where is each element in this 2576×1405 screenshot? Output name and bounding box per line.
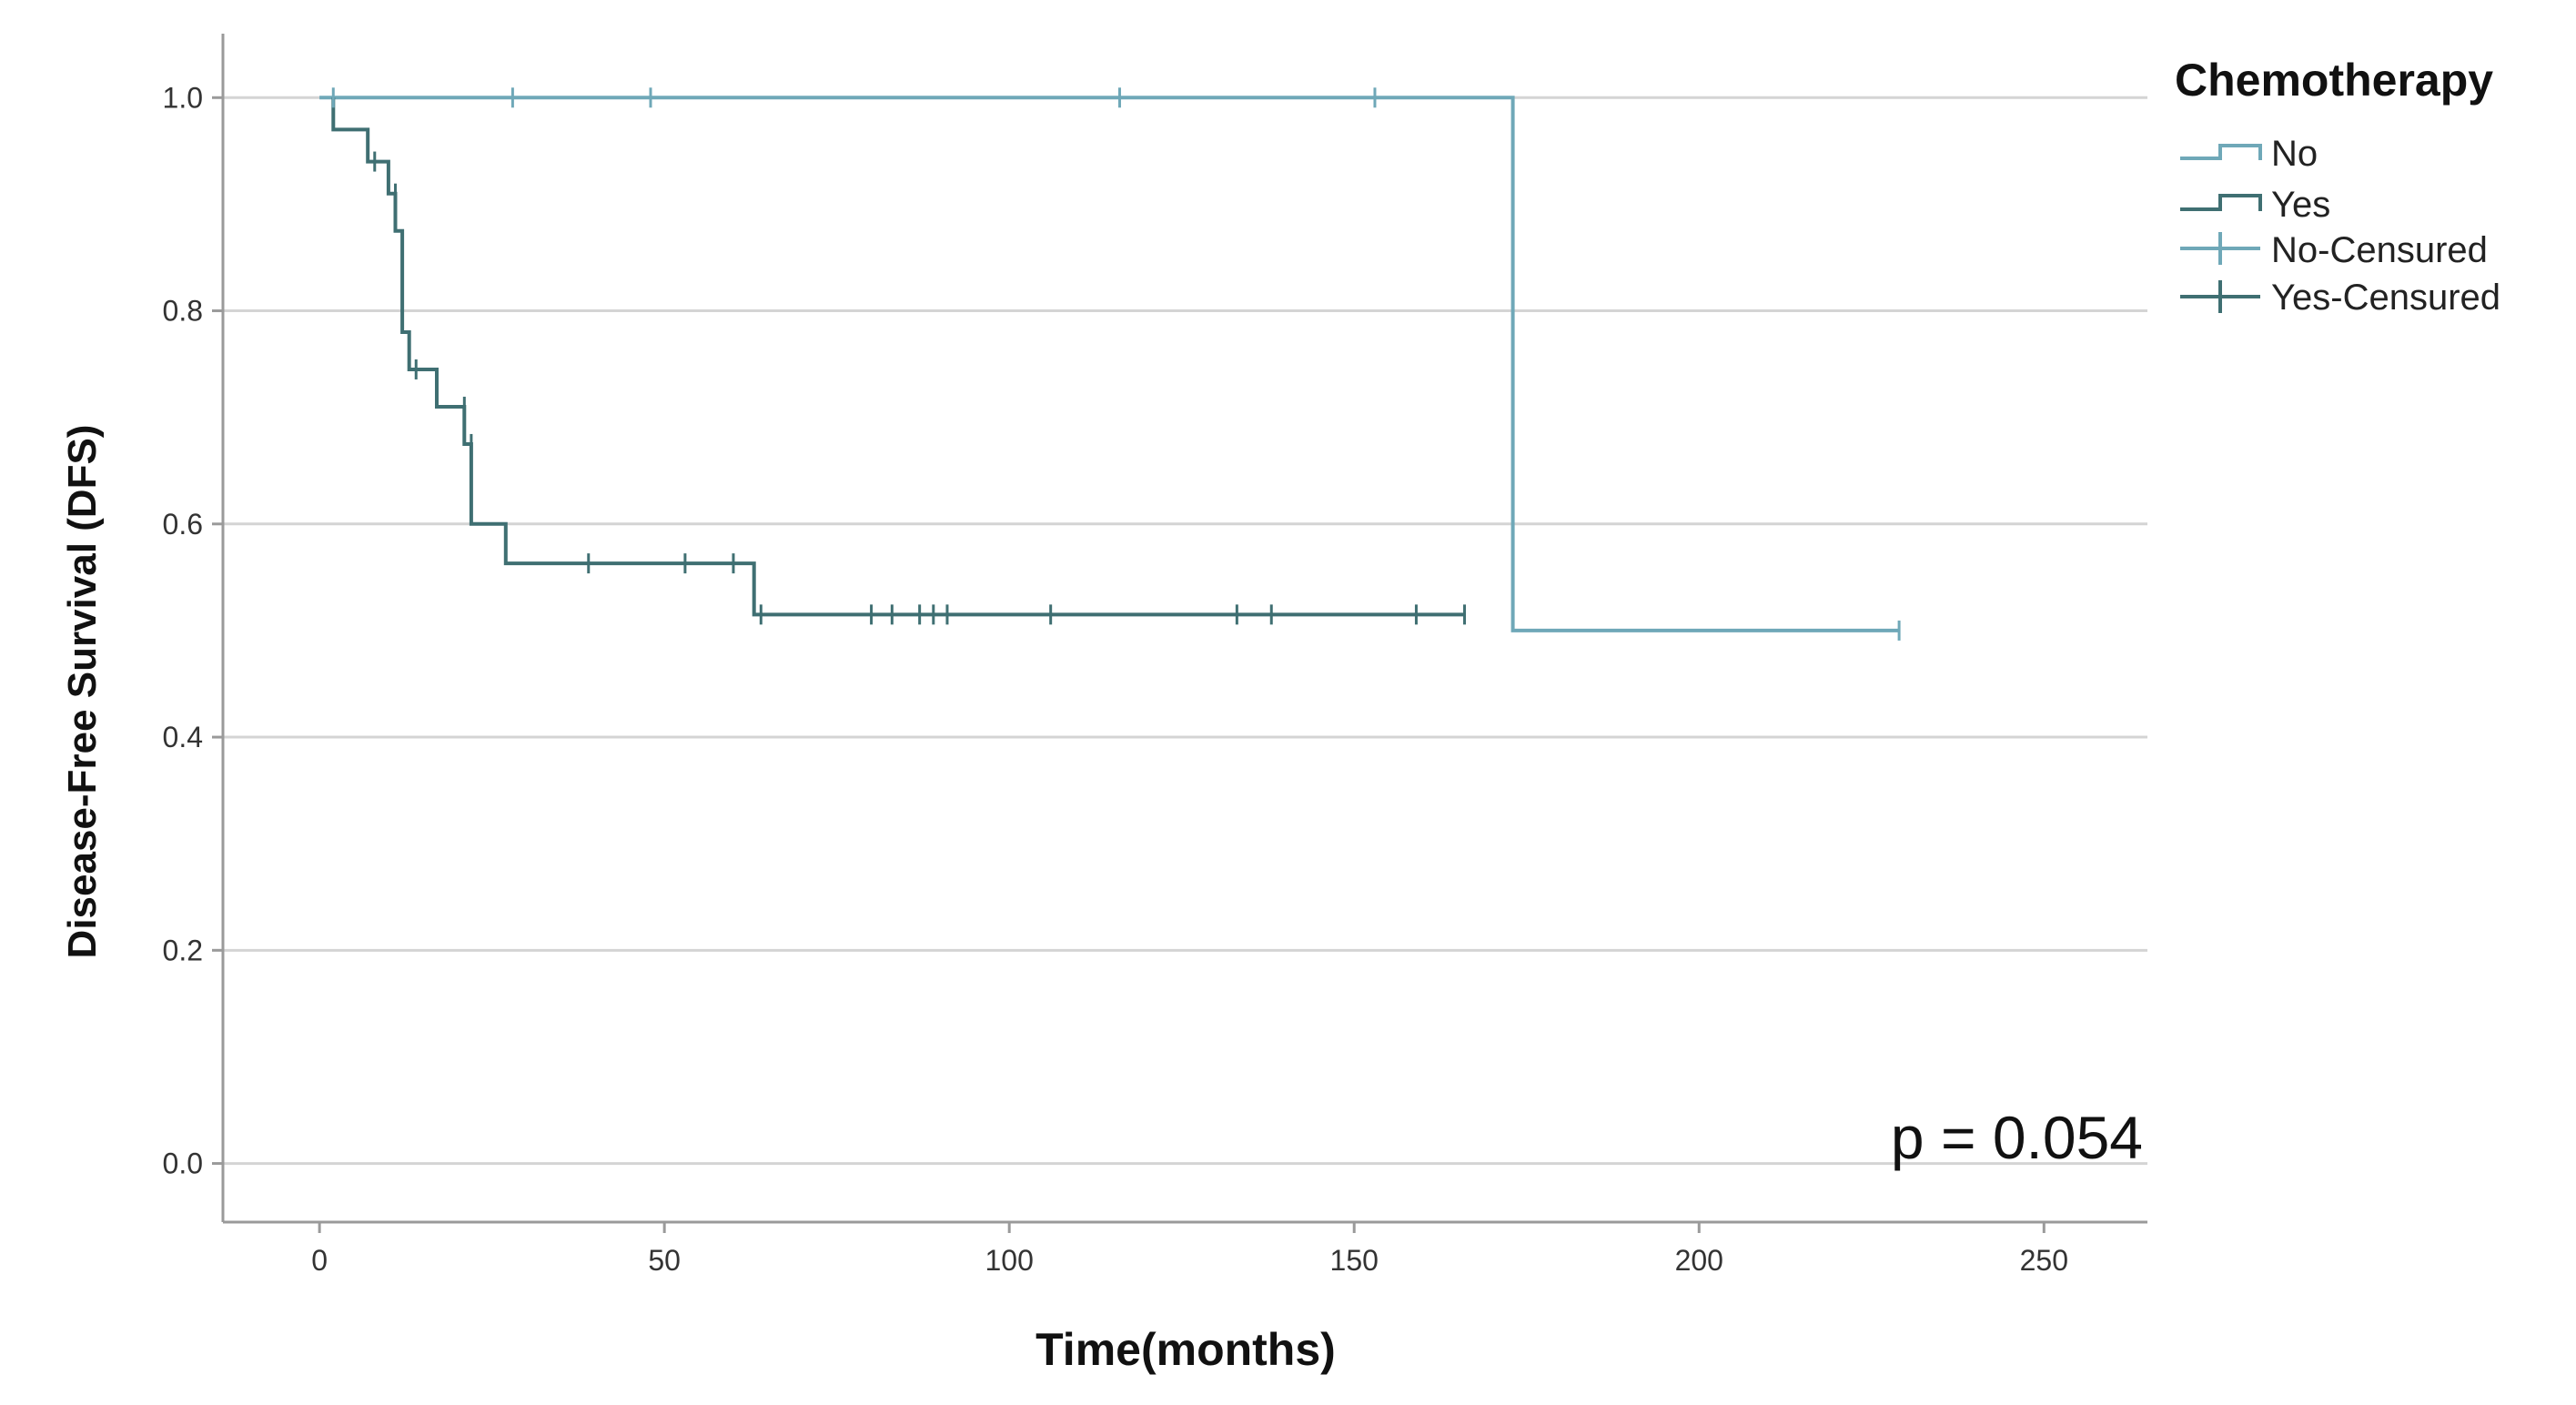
legend-item-no: No — [2180, 134, 2318, 174]
y-tick-label: 0.8 — [163, 295, 203, 328]
y-tick-label: 0.2 — [163, 934, 203, 966]
legend-label-yes: Yes — [2271, 185, 2330, 225]
y-tick-label: 0.0 — [163, 1147, 203, 1180]
legend-swatch-yes — [2180, 194, 2262, 211]
x-axis-ticks: 0 50 100 150 200 250 — [311, 1222, 2068, 1277]
x-tick-label: 200 — [1675, 1244, 1723, 1277]
x-tick-label: 0 — [311, 1244, 328, 1277]
x-tick-label: 100 — [985, 1244, 1033, 1277]
legend-swatch-no — [2180, 144, 2262, 160]
x-tick-label: 250 — [2020, 1244, 2068, 1277]
series-line-yes — [331, 97, 1465, 617]
legend-label-yes-censored: Yes-Censured — [2271, 278, 2500, 318]
legend-label-no-censored: No-Censured — [2271, 230, 2488, 270]
censor-marks-group — [331, 87, 1901, 641]
legend-title: Chemotherapy — [2175, 55, 2493, 106]
legend-item-yes-censored: Yes-Censured — [2180, 278, 2500, 318]
x-axis-title: Time(months) — [1035, 1324, 1336, 1375]
y-axis-ticks: 0.0 0.2 0.4 0.6 0.8 1.0 — [163, 81, 223, 1180]
x-tick-label: 50 — [648, 1244, 681, 1277]
y-tick-label: 0.6 — [163, 508, 203, 541]
p-value-annotation: p = 0.054 — [1891, 1104, 2143, 1171]
y-tick-label: 1.0 — [163, 81, 203, 114]
series-line-no — [319, 96, 1900, 632]
axes — [221, 34, 2147, 1224]
legend: Chemotherapy No Yes No-Censured Yes-Cens… — [2175, 55, 2500, 318]
series-group — [319, 96, 1900, 632]
x-tick-label: 150 — [1330, 1244, 1379, 1277]
legend-item-no-censored: No-Censured — [2180, 230, 2488, 270]
y-axis-title: Disease-Free Survival (DFS) — [60, 425, 105, 959]
legend-label-no: No — [2271, 134, 2318, 174]
y-tick-label: 0.4 — [163, 721, 203, 753]
legend-item-yes: Yes — [2180, 185, 2330, 225]
